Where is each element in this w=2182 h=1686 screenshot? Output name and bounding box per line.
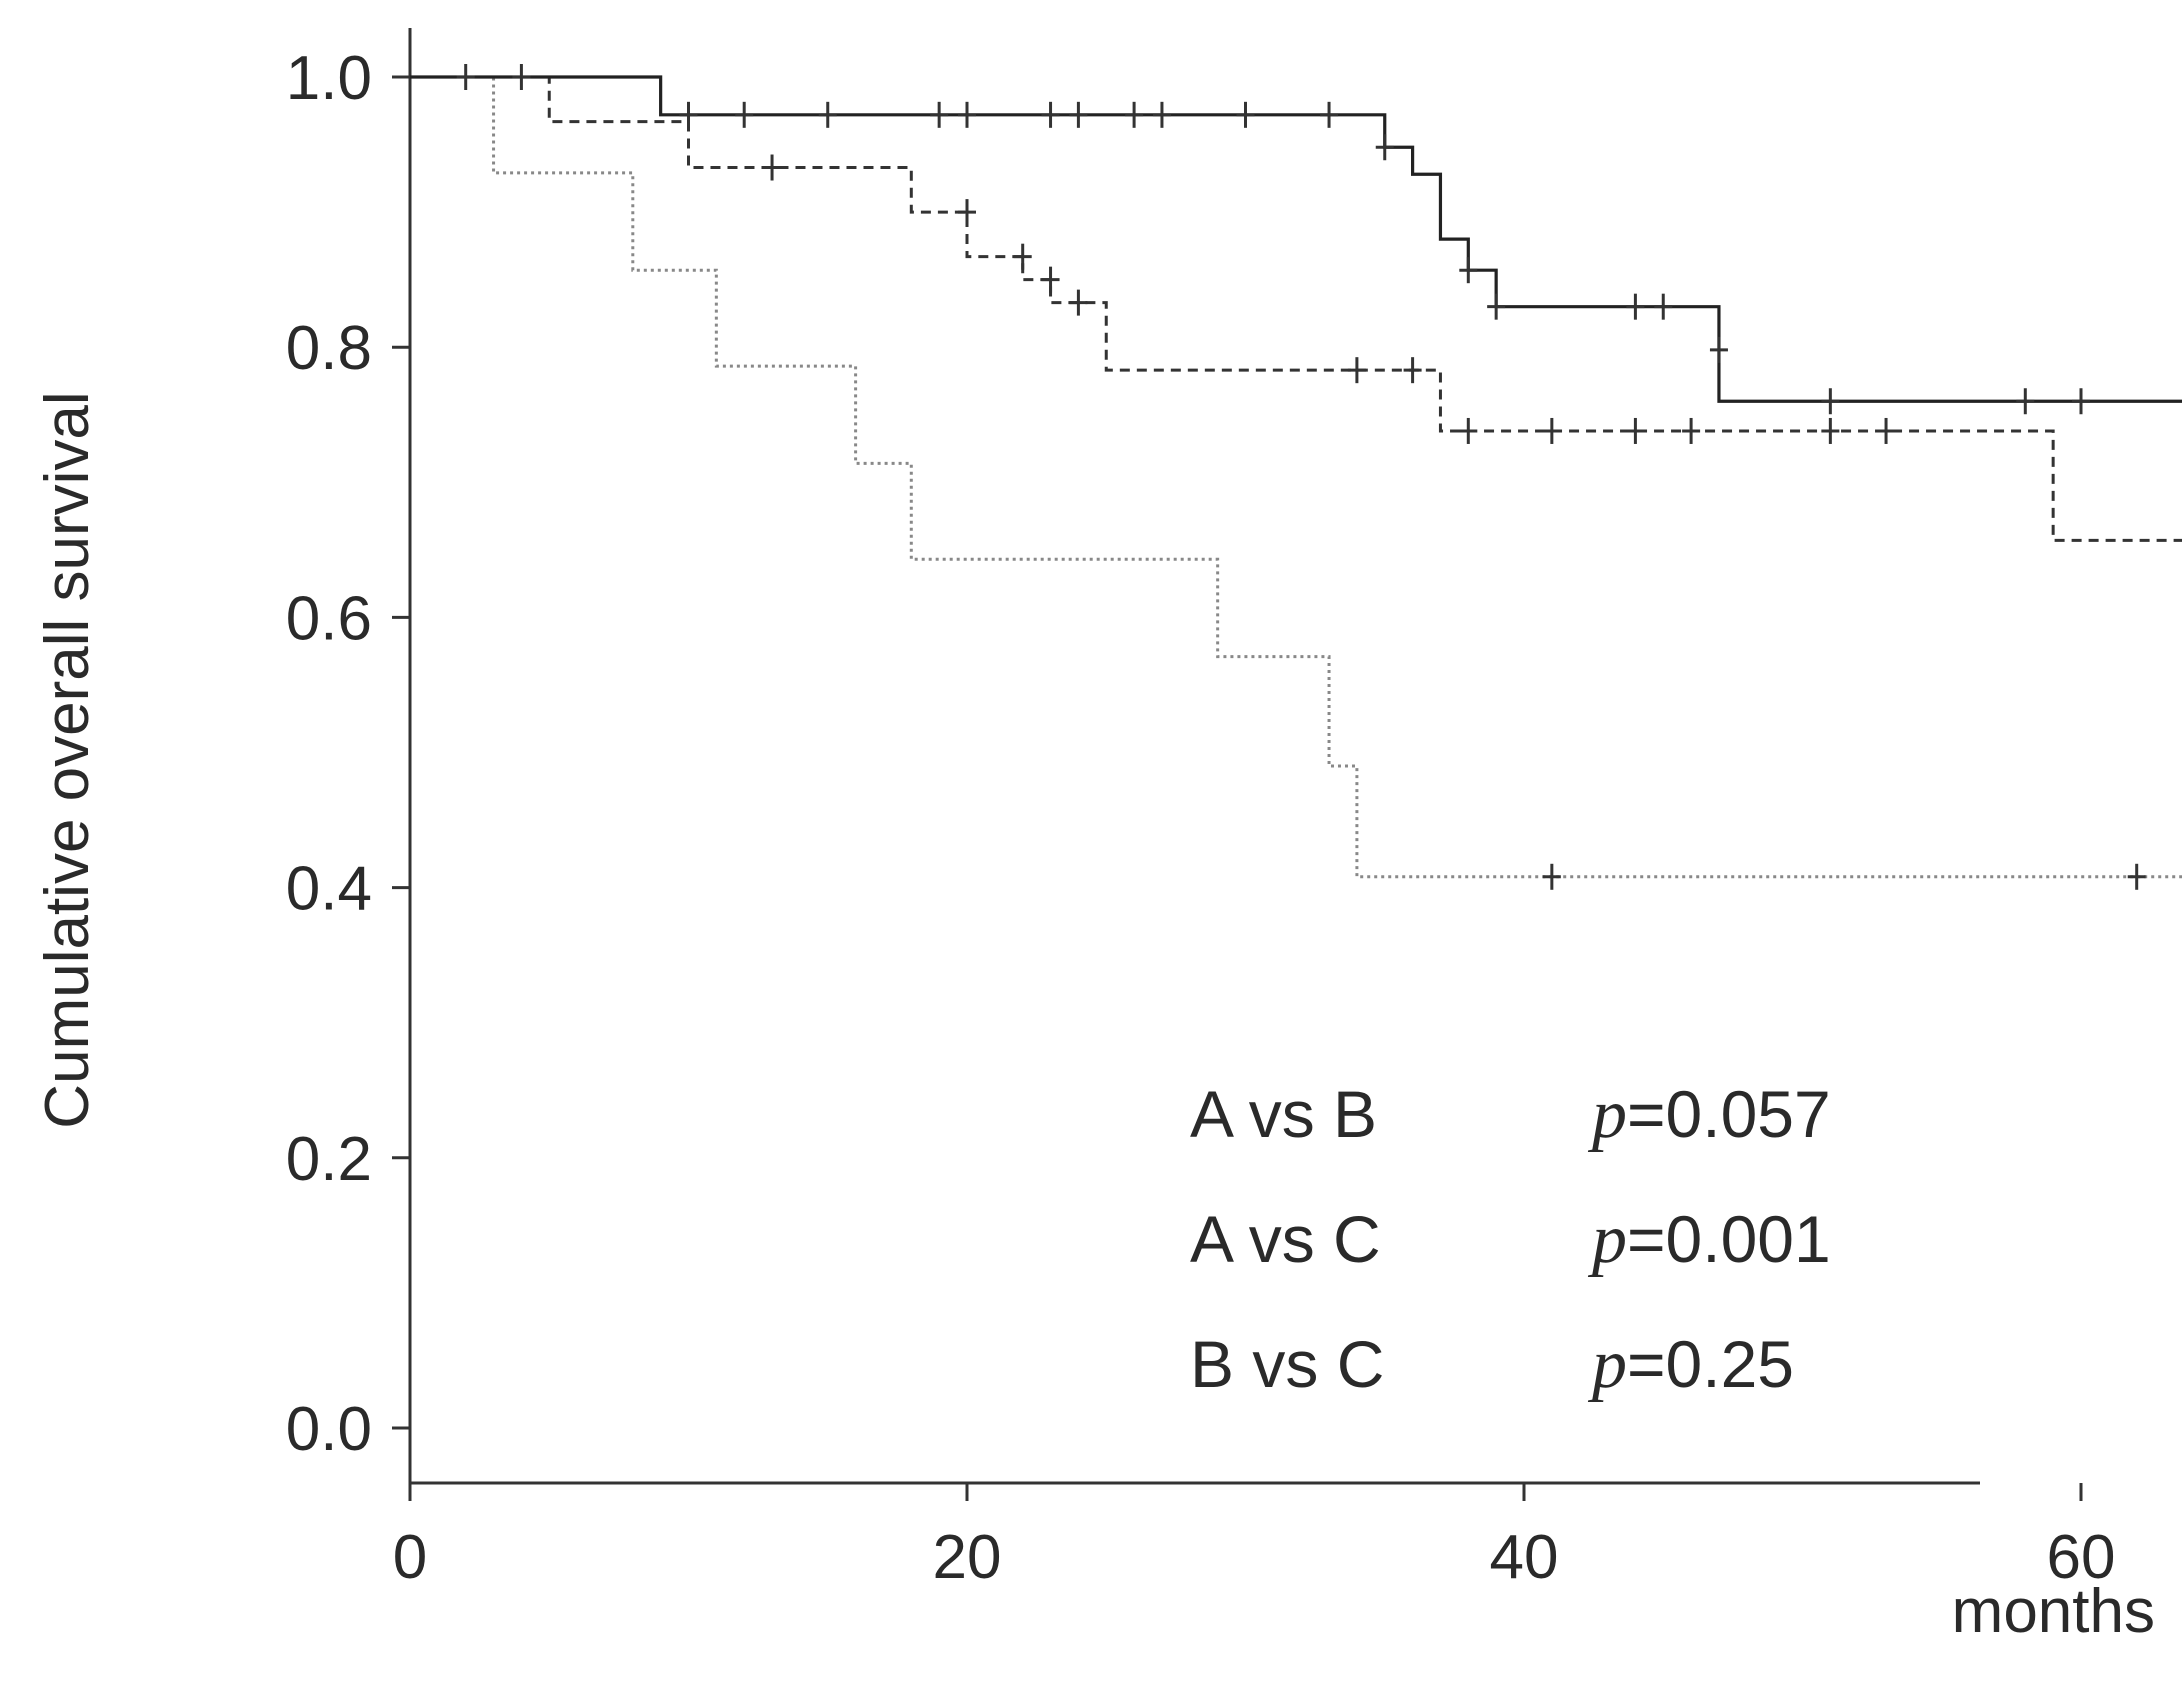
censor-mark-b	[1347, 357, 1366, 384]
censor-mark-c	[1320, 101, 1339, 128]
y-tick-label: 0.0	[286, 1395, 372, 1464]
censor-mark-b	[1041, 266, 1060, 293]
p-value: =0.001	[1627, 1202, 1831, 1276]
censor-mark-c	[1069, 101, 1088, 128]
censor-mark-c	[930, 101, 949, 128]
comparison-b-vs-c: B vs C	[1190, 1327, 1384, 1401]
censor-mark-a	[2127, 863, 2146, 890]
x-tick-label: 0	[393, 1523, 427, 1592]
y-tick-label: 0.8	[286, 314, 372, 383]
censor-mark-c	[1654, 293, 1673, 320]
censor-mark-c	[818, 101, 837, 128]
y-tick-label: 0.2	[286, 1125, 372, 1194]
pvalue-b-vs-c: p=0.25	[1587, 1326, 1794, 1403]
x-tick-label: 40	[1490, 1523, 1559, 1592]
censor-mark-b	[1459, 417, 1478, 444]
censor-mark-b	[512, 64, 531, 90]
survival-curve-a	[410, 75, 2182, 879]
censor-mark-b	[1821, 417, 1840, 444]
comparison-a-vs-b: A vs B	[1190, 1077, 1377, 1151]
p-value: =0.057	[1627, 1077, 1831, 1151]
survival-curve-c	[410, 75, 2182, 403]
censor-mark-b	[1542, 417, 1561, 444]
y-tick-label: 1.0	[286, 44, 372, 113]
x-tick-label: 60	[2047, 1523, 2116, 1592]
pvalue-a-vs-c: p=0.001	[1587, 1201, 1831, 1278]
p-symbol: p	[1587, 1201, 1627, 1278]
censor-marks	[456, 64, 2146, 890]
censor-mark-c	[1709, 336, 1728, 363]
censor-mark-a	[1542, 863, 1561, 890]
x-axis-unit-label: months	[1952, 1577, 2155, 1646]
censor-mark-c	[1487, 293, 1506, 320]
comparison-a-vs-c: A vs C	[1190, 1202, 1381, 1276]
censor-mark-b	[1626, 417, 1645, 444]
x-tick-label: 20	[933, 1523, 1002, 1592]
survival-curves	[410, 75, 2182, 879]
ticks: 0.00.20.40.60.81.0020406080100	[286, 44, 2116, 1592]
censor-mark-c	[679, 101, 698, 128]
y-axis-title: Cumulative overall survival	[33, 391, 102, 1128]
p-symbol: p	[1587, 1076, 1627, 1153]
censor-mark-c	[958, 101, 976, 128]
censor-mark-b	[958, 199, 976, 226]
pvalue-a-vs-b: p=0.057	[1587, 1076, 1831, 1153]
censor-mark-c	[2016, 388, 2035, 415]
p-value: =0.25	[1627, 1327, 1794, 1401]
p-symbol: p	[1587, 1326, 1627, 1403]
y-tick-label: 0.6	[286, 584, 372, 653]
censor-mark-c	[1375, 134, 1394, 161]
censor-mark-c	[1626, 293, 1645, 320]
censor-mark-b	[1682, 417, 1701, 444]
y-tick-label: 0.4	[286, 855, 372, 924]
p-value-annotations: A vs B p=0.057 A vs C p=0.001 B vs C p=0…	[1190, 1076, 1831, 1403]
censor-mark-c	[1236, 101, 1255, 128]
censor-mark-b	[456, 64, 475, 90]
censor-mark-c	[1125, 101, 1144, 128]
censor-mark-b	[1013, 243, 1032, 270]
censor-mark-b	[763, 154, 782, 181]
censor-mark-c	[735, 101, 754, 128]
censor-mark-b	[1403, 357, 1422, 384]
censor-mark-b	[1877, 417, 1896, 444]
axes	[408, 28, 1980, 1485]
censor-mark-c	[1152, 101, 1171, 128]
censor-mark-c	[1041, 101, 1060, 128]
censor-mark-c	[1459, 257, 1478, 284]
censor-mark-c	[1821, 388, 1840, 415]
survival-curve-b	[410, 75, 2182, 542]
censor-mark-c	[2072, 388, 2090, 415]
censor-mark-b	[1069, 289, 1088, 316]
